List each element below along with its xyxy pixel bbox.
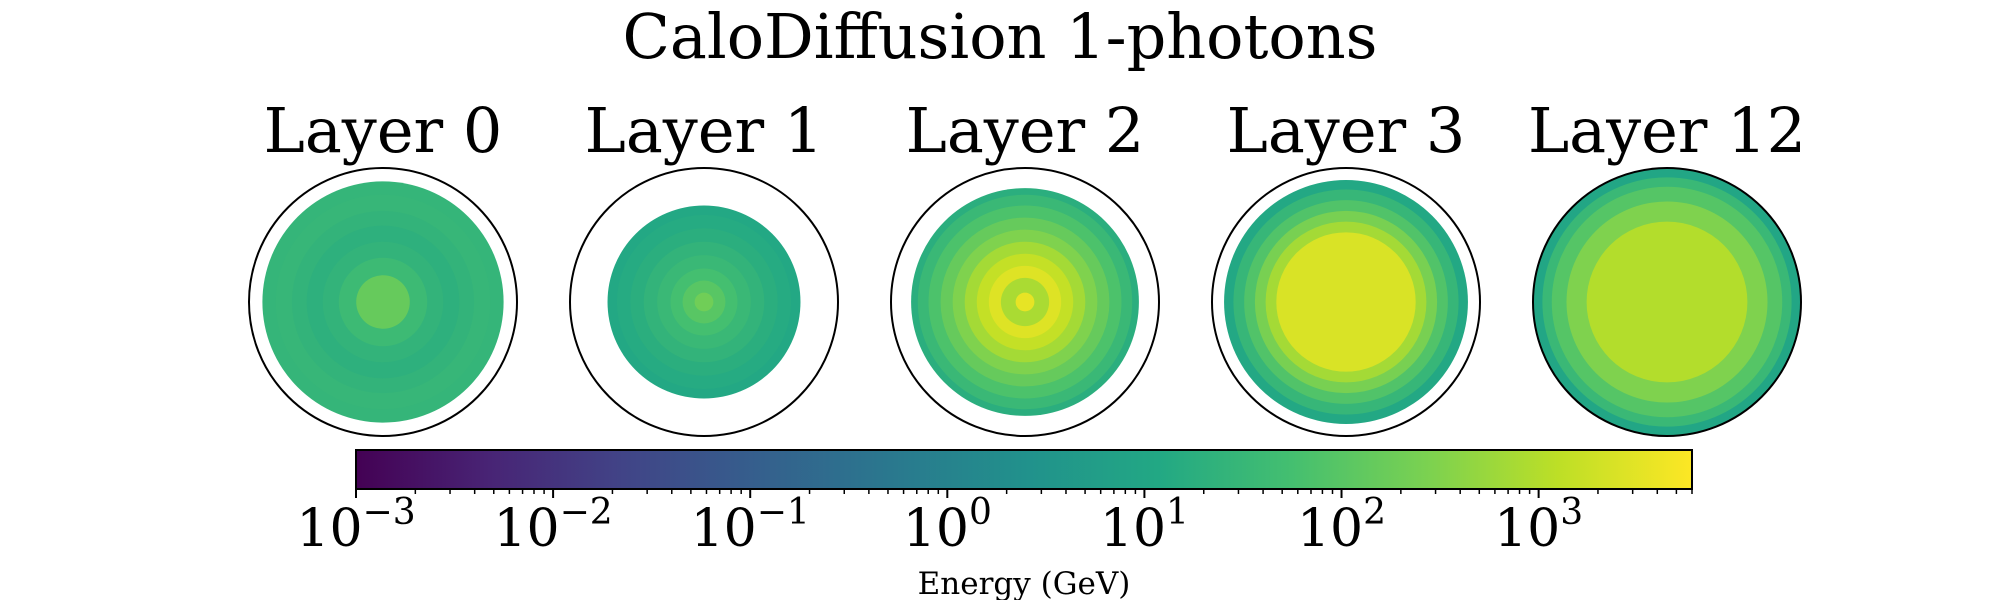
- panel-outline: [1532, 167, 1802, 437]
- colorbar-tick-label: 100: [903, 492, 992, 559]
- colorbar-tick-label: 10−2: [493, 492, 612, 559]
- panel-layer-0: Layer 0: [248, 94, 518, 437]
- panel-outline: [1211, 167, 1481, 437]
- panel-outline: [248, 167, 518, 437]
- figure-title: CaloDiffusion 1-photons: [622, 0, 1377, 73]
- panel-layer-2: Layer 2: [890, 94, 1160, 437]
- energy-ring: [1586, 221, 1748, 383]
- colorbar-tick-label: 103: [1494, 492, 1583, 559]
- energy-ring: [1276, 232, 1416, 372]
- panel-title: Layer 0: [264, 94, 503, 167]
- panel-layer-4: Layer 12: [1528, 94, 1806, 437]
- polar-panels: Layer 0 Layer 1 Layer 2 Layer 3 Layer 12: [248, 94, 1806, 437]
- colorbar-tick-label: 10−1: [691, 492, 810, 559]
- colorbar-tick-label: 101: [1100, 492, 1189, 559]
- panel-title: Layer 12: [1528, 94, 1806, 167]
- panel-title: Layer 3: [1227, 94, 1466, 167]
- panel-outline: [569, 167, 839, 437]
- colorbar-tick-label: 102: [1297, 492, 1386, 559]
- colorbar: 10−3 10−2 10−1 100 101 102 103 Energy (GeV): [296, 449, 1693, 600]
- panel-title: Layer 2: [906, 94, 1145, 167]
- energy-ring: [356, 275, 410, 329]
- panel-layer-1: Layer 1: [569, 94, 839, 437]
- energy-ring: [694, 292, 714, 312]
- colorbar-gradient: [355, 449, 1693, 490]
- panel-title: Layer 1: [585, 94, 824, 167]
- colorbar-tick-label: 10−3: [296, 492, 415, 559]
- colorbar-label: Energy (GeV): [918, 566, 1131, 600]
- colorbar-ticks: 10−3 10−2 10−1 100 101 102 103: [296, 489, 1693, 559]
- panel-outline: [890, 167, 1160, 437]
- energy-ring: [1015, 292, 1035, 312]
- panel-layer-3: Layer 3: [1211, 94, 1481, 437]
